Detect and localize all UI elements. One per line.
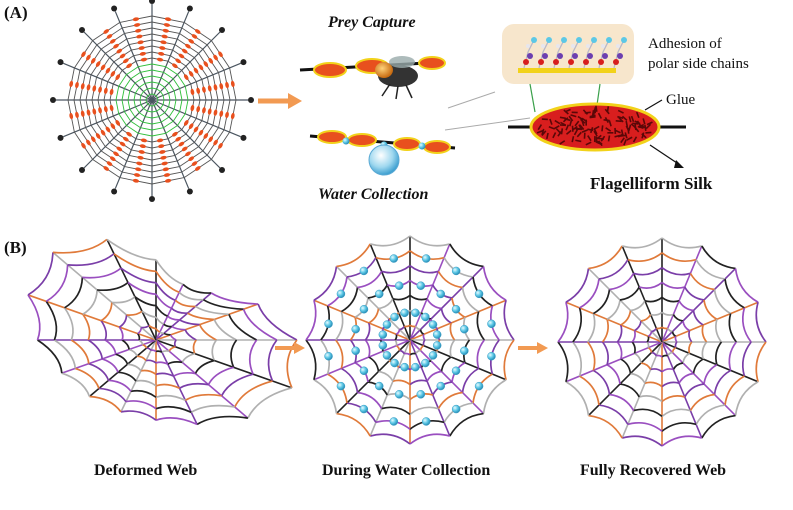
arrow-a (258, 93, 302, 109)
adhesion-label-line1: Adhesion of (648, 36, 722, 52)
flagelliform-silk-cross-section (508, 99, 686, 168)
arrow-b1 (275, 342, 305, 354)
during-water-collection-label: During Water Collection (322, 462, 491, 479)
water-collecting-web (305, 235, 515, 445)
deformed-web-label: Deformed Web (94, 462, 198, 479)
adhesion-inset (502, 24, 634, 113)
capture-web (50, 0, 254, 202)
water-collection-label: Water Collection (318, 186, 429, 203)
panel-b-label: (B) (4, 238, 27, 257)
adhesion-label-line2: polar side chains (648, 56, 749, 72)
connector-lines (444, 91, 531, 131)
glue-label: Glue (666, 92, 696, 108)
arrow-b2 (518, 342, 548, 354)
water-collection-thread (309, 130, 456, 176)
recovered-web (557, 237, 767, 447)
deformed-web (27, 238, 298, 426)
flagelliform-silk-label: Flagelliform Silk (590, 174, 713, 193)
panel-a-label: (A) (4, 3, 28, 22)
fly-icon (375, 56, 418, 100)
prey-capture-label: Prey Capture (328, 14, 416, 31)
prey-capture-thread (299, 56, 446, 78)
fully-recovered-web-label: Fully Recovered Web (580, 462, 727, 479)
